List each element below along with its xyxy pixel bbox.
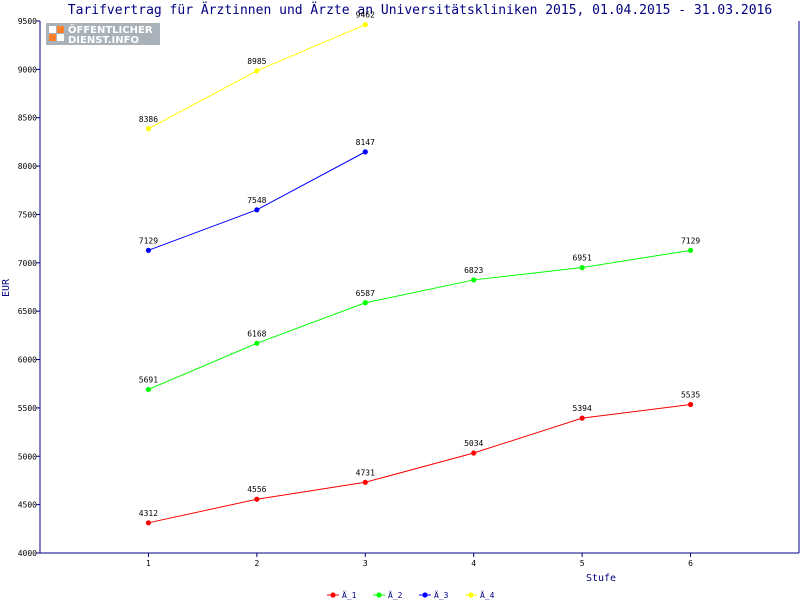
legend-label: Ä_4 <box>480 590 495 600</box>
watermark-logo: ÖFFENTLICHER DIENST.INFO <box>46 22 160 46</box>
data-point <box>579 415 585 421</box>
x-tick-label: 6 <box>688 559 693 568</box>
x-tick-label: 5 <box>580 559 585 568</box>
data-label: 5034 <box>464 439 483 448</box>
legend-swatch-marker <box>422 592 428 598</box>
data-point <box>687 247 694 253</box>
data-label: 6951 <box>573 254 592 263</box>
x-axis-label: Stufe <box>586 573 616 584</box>
data-point <box>254 340 260 346</box>
y-tick-label: 9000 <box>18 65 37 74</box>
data-label: 7548 <box>247 196 266 205</box>
data-label: 6587 <box>356 289 375 298</box>
data-point <box>362 479 368 485</box>
x-tick-label: 3 <box>363 559 368 568</box>
legend-swatch-marker <box>376 592 382 598</box>
y-tick-label: 7000 <box>18 259 37 268</box>
series-2: 5691 6168 6587 6823 6951 7129 <box>139 236 700 393</box>
data-label: 4731 <box>356 468 375 477</box>
x-tick-label: 1 <box>146 559 151 568</box>
y-tick-label: 5000 <box>18 452 37 461</box>
x-ticks-group: 1 2 3 4 5 6 <box>146 553 693 568</box>
y-tick-label: 9500 <box>18 17 37 26</box>
logo-background <box>46 23 160 45</box>
grid-logo-icon <box>49 26 64 41</box>
data-label: 5691 <box>139 375 158 384</box>
data-point <box>145 386 152 393</box>
legend: Ä_1 Ä_2 Ä_3 Ä_4 <box>327 590 495 600</box>
chart-title: Tarifvertrag für Ärztinnen und Ärzte an … <box>68 2 772 18</box>
series-4: 8386 8985 9462 <box>139 11 375 132</box>
data-point <box>471 450 477 456</box>
data-label: 7129 <box>139 236 158 245</box>
data-label: 9462 <box>356 11 375 20</box>
x-tick-label: 4 <box>471 559 476 568</box>
data-point <box>471 277 477 283</box>
series-group: 4312 4556 4731 5034 5394 5535 5691 6168 6587 6823… <box>139 11 700 526</box>
data-label: 5394 <box>573 404 592 413</box>
data-label: 6168 <box>247 329 266 338</box>
legend-label: Ä_1 <box>342 590 357 600</box>
y-tick-label: 6500 <box>18 307 37 316</box>
data-point <box>254 207 260 213</box>
x-tick-label: 2 <box>254 559 259 568</box>
axes-group <box>39 21 800 554</box>
data-label: 5535 <box>681 391 700 400</box>
data-label: 6823 <box>464 266 483 275</box>
data-label: 7129 <box>681 236 700 245</box>
y-tick-label: 5500 <box>18 404 37 413</box>
data-point <box>362 149 368 155</box>
data-label: 8147 <box>356 138 375 147</box>
data-point <box>687 401 694 408</box>
y-tick-label: 8500 <box>18 114 37 123</box>
data-point <box>254 496 260 502</box>
logo-line-1: ÖFFENTLICHER <box>68 22 153 36</box>
legend-swatch-marker <box>330 592 336 598</box>
y-tick-label: 7500 <box>18 210 37 219</box>
y-axis-label: EUR <box>1 278 12 297</box>
legend-label: Ä_3 <box>434 590 449 600</box>
series-line <box>148 249 691 390</box>
data-label: 8386 <box>139 115 158 124</box>
legend-item: Ä_3 <box>419 590 449 600</box>
series-line <box>148 24 366 130</box>
data-label: 8985 <box>247 57 266 66</box>
legend-item: Ä_1 <box>327 590 357 600</box>
logo-line-2: DIENST.INFO <box>68 35 139 46</box>
y-tick-label: 4000 <box>18 549 37 558</box>
legend-item: Ä_4 <box>465 590 495 600</box>
series-3: 7129 7548 8147 <box>139 138 375 253</box>
y-tick-label: 4500 <box>18 501 37 510</box>
y-ticks-group: 4000 4500 5000 5500 6000 6500 7000 7500 8000 8500… <box>18 17 40 558</box>
data-point <box>579 264 585 271</box>
legend-swatch-marker <box>468 592 474 598</box>
legend-label: Ä_2 <box>388 590 403 600</box>
data-label: 4312 <box>139 509 158 518</box>
data-point <box>362 300 368 306</box>
legend-item: Ä_2 <box>373 590 403 600</box>
y-tick-label: 6000 <box>18 356 37 365</box>
data-point <box>254 68 260 74</box>
data-point <box>145 247 152 253</box>
data-label: 4556 <box>247 485 266 494</box>
data-point <box>145 126 152 132</box>
data-point <box>145 520 152 526</box>
series-line <box>148 404 691 524</box>
series-1: 4312 4556 4731 5034 5394 5535 <box>139 391 700 526</box>
y-tick-label: 8000 <box>18 162 37 171</box>
data-point <box>362 22 368 28</box>
